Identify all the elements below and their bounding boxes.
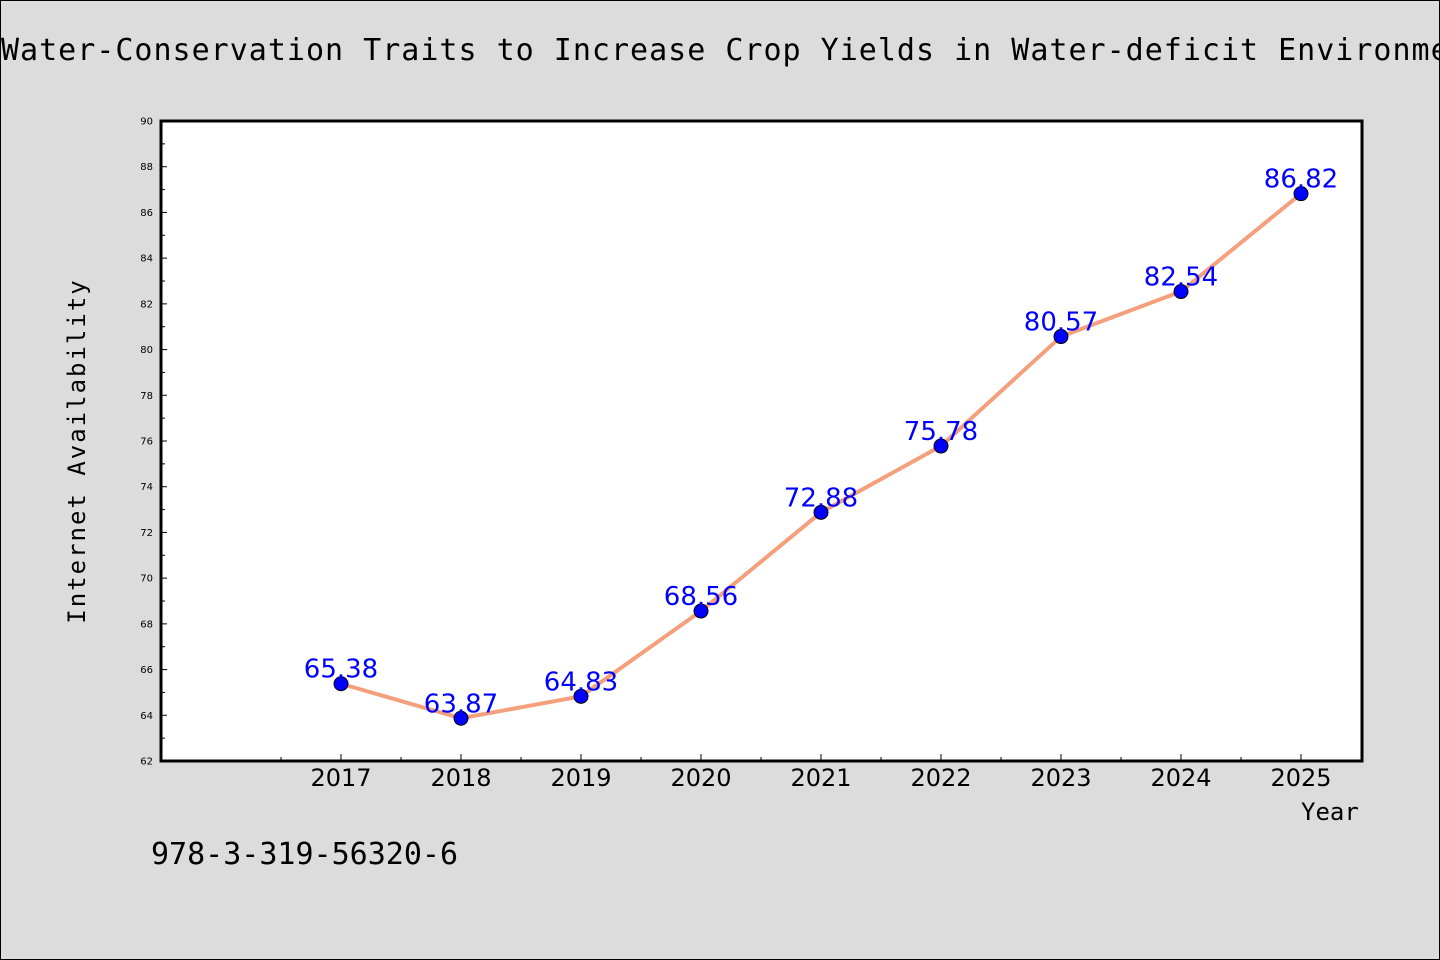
x-tick-label: 2025 bbox=[1270, 764, 1331, 792]
y-tick-label: 62 bbox=[140, 757, 153, 768]
y-tick-label: 88 bbox=[140, 162, 153, 173]
data-point bbox=[1173, 284, 1189, 300]
data-label: 86.82 bbox=[1264, 165, 1338, 195]
y-tick-label: 66 bbox=[140, 665, 153, 676]
data-point bbox=[1293, 186, 1309, 202]
data-point bbox=[453, 710, 469, 726]
x-tick-label: 2018 bbox=[430, 764, 491, 792]
data-label: 80.57 bbox=[1024, 308, 1098, 338]
y-tick-label: 80 bbox=[140, 345, 153, 356]
isbn-footnote: 978-3-319-56320-6 bbox=[151, 837, 459, 872]
data-label: 64.83 bbox=[544, 667, 618, 697]
data-point bbox=[573, 688, 589, 704]
data-point bbox=[933, 438, 949, 454]
y-tick-label: 74 bbox=[140, 482, 153, 493]
data-label: 82.54 bbox=[1144, 263, 1218, 293]
x-tick-label: 2019 bbox=[550, 764, 611, 792]
data-label: 63.87 bbox=[424, 689, 498, 719]
y-tick-label: 76 bbox=[140, 437, 153, 448]
x-tick-label: 2022 bbox=[910, 764, 971, 792]
data-label: 65.38 bbox=[304, 655, 378, 685]
x-tick-label: 2020 bbox=[670, 764, 731, 792]
x-tick-label: 2024 bbox=[1150, 764, 1211, 792]
plot-area bbox=[159, 119, 1364, 763]
y-tick-label: 64 bbox=[140, 711, 153, 722]
data-point bbox=[693, 603, 709, 619]
data-point bbox=[1053, 329, 1069, 345]
chart-title: Water-Conservation Traits to Increase Cr… bbox=[1, 33, 1440, 68]
x-axis-label: Year bbox=[1301, 798, 1359, 826]
y-tick-label: 70 bbox=[140, 574, 153, 585]
x-tick-label: 2017 bbox=[310, 764, 371, 792]
y-tick-label: 72 bbox=[140, 528, 153, 539]
data-label: 68.56 bbox=[664, 582, 738, 612]
data-label: 75.78 bbox=[904, 417, 978, 447]
x-tick-label: 2021 bbox=[790, 764, 851, 792]
data-point bbox=[813, 504, 829, 520]
y-tick-label: 68 bbox=[140, 619, 153, 630]
data-point bbox=[333, 676, 349, 692]
y-tick-label: 82 bbox=[140, 299, 153, 310]
y-tick-label: 78 bbox=[140, 391, 153, 402]
y-tick-label: 90 bbox=[140, 117, 153, 128]
y-tick-label: 86 bbox=[140, 208, 153, 219]
data-label: 72.88 bbox=[784, 483, 858, 513]
x-tick-label: 2023 bbox=[1030, 764, 1091, 792]
y-tick-label: 84 bbox=[140, 254, 153, 265]
